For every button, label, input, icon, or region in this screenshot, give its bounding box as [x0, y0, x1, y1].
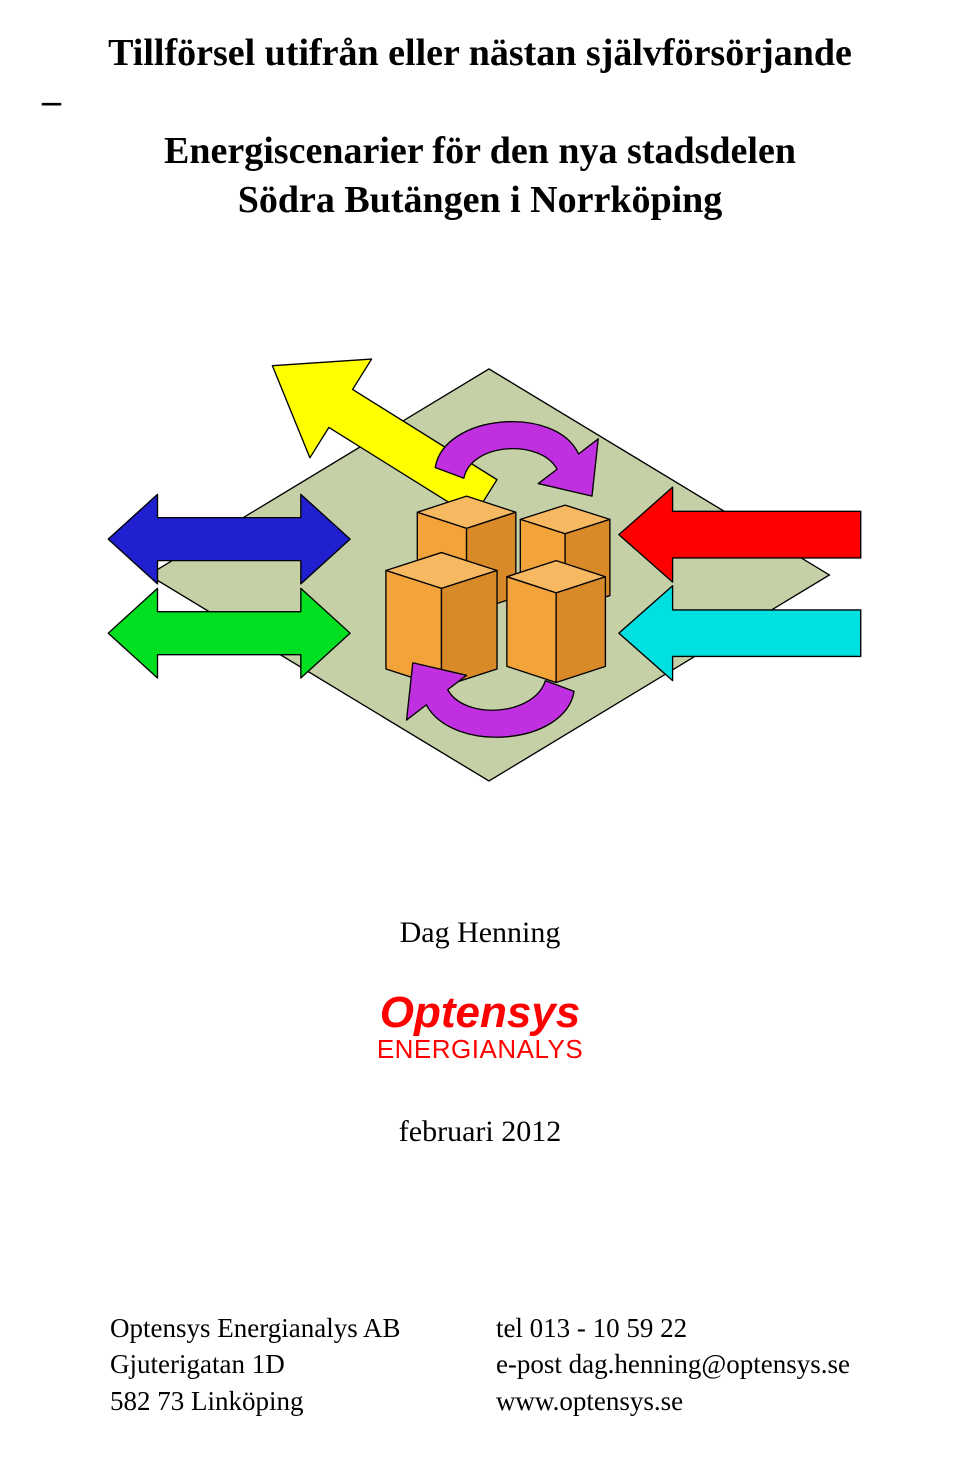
diagram-container	[40, 266, 920, 866]
footer-company: Optensys Energianalys AB	[110, 1310, 400, 1346]
author-name: Dag Henning	[40, 916, 920, 950]
page: Tillförsel utifrån eller nästan självför…	[0, 0, 960, 1457]
footer-tel: tel 013 - 10 59 22	[496, 1310, 850, 1346]
footer-email: e-post dag.henning@optensys.se	[496, 1346, 850, 1382]
footer-street: Gjuterigatan 1D	[110, 1346, 400, 1382]
energy-diagram	[50, 266, 910, 866]
logo-name: Optensys	[40, 990, 920, 1036]
footer-city: 582 73 Linköping	[110, 1383, 400, 1419]
title-block: Tillförsel utifrån eller nästan självför…	[40, 30, 920, 226]
footer-web: www.optensys.se	[496, 1383, 850, 1419]
footer: Optensys Energianalys AB Gjuterigatan 1D…	[110, 1310, 850, 1419]
footer-right: tel 013 - 10 59 22 e-post dag.henning@op…	[496, 1310, 850, 1419]
title-line-3: Södra Butängen i Norrköping	[40, 176, 920, 225]
title-dash: –	[42, 78, 920, 126]
date: februari 2012	[40, 1115, 920, 1149]
logo-subtitle: ENERGIANALYS	[40, 1034, 920, 1065]
footer-left: Optensys Energianalys AB Gjuterigatan 1D…	[110, 1310, 400, 1419]
logo: Optensys ENERGIANALYS	[40, 990, 920, 1065]
title-line-2: Energiscenarier för den nya stadsdelen	[40, 127, 920, 176]
title-line-1: Tillförsel utifrån eller nästan självför…	[40, 30, 920, 78]
